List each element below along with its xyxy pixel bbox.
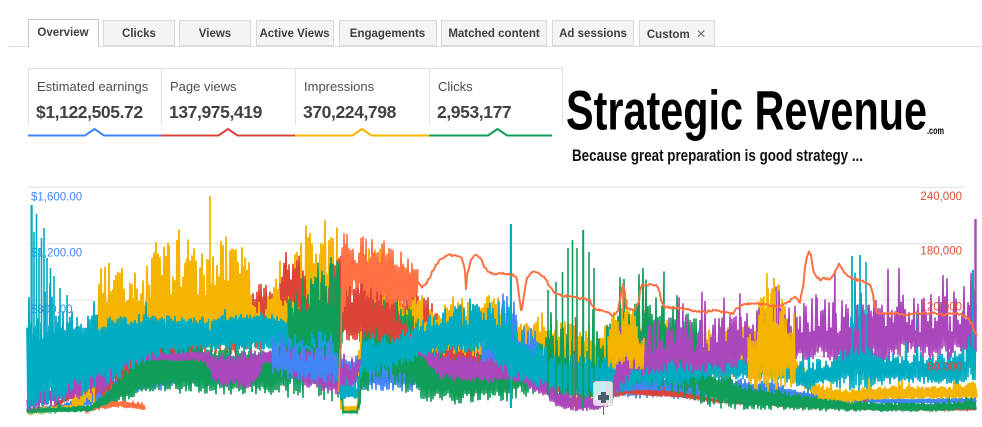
svg-text:Strategic Revenue: Strategic Revenue [566,79,927,142]
svg-text:$1,600.00: $1,600.00 [31,191,82,203]
svg-text:120,000: 120,000 [920,302,962,314]
svg-text:240,000: 240,000 [920,191,962,203]
svg-text:60,000: 60,000 [927,362,962,374]
svg-text:.com: .com [927,126,944,137]
svg-text:Because great preparation is g: Because great preparation is good strate… [572,146,863,165]
svg-text:180,000: 180,000 [920,246,962,258]
